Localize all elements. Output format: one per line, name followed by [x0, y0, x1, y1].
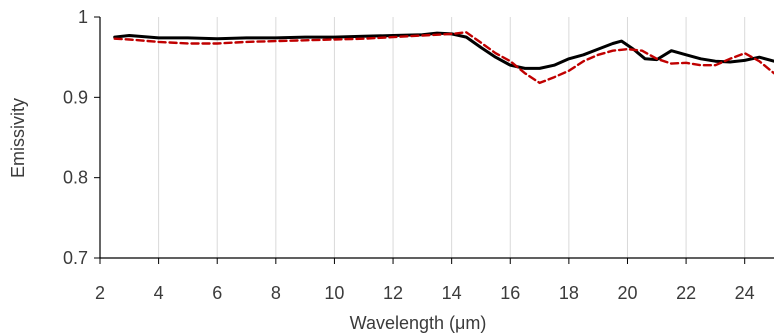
tick-labels: 0.70.80.912 4 6 8 10 12 14 16 18 20 22 24	[63, 7, 755, 303]
x-tick-label-10: 22	[676, 283, 696, 303]
y-tick-label-1: 0.8	[63, 168, 88, 188]
x-tick-label-5: 12	[383, 283, 403, 303]
y-tick-label-0: 0.7	[63, 248, 88, 268]
y-axis-title: Emissivity	[8, 98, 28, 178]
series-line-1	[113, 31, 774, 85]
x-tick-label-7: 16	[500, 283, 520, 303]
series-line-0	[113, 31, 774, 70]
x-axis-title: Wavelength (μm)	[350, 313, 487, 333]
x-tick-label-3: 8	[271, 283, 281, 303]
grid-lines	[158, 17, 746, 258]
x-tick-label-4: 10	[324, 283, 344, 303]
series-lines	[113, 31, 774, 85]
x-tick-label-0: 2	[95, 283, 105, 303]
y-tick-label-3: 1	[78, 7, 88, 27]
x-tick-label-6: 14	[442, 283, 462, 303]
x-tick-label-11: 24	[735, 283, 755, 303]
axes	[94, 16, 774, 264]
x-tick-label-2: 6	[212, 283, 222, 303]
y-tick-label-2: 0.9	[63, 87, 88, 107]
x-tick-label-1: 4	[154, 283, 164, 303]
x-tick-label-8: 18	[559, 283, 579, 303]
x-tick-label-9: 20	[617, 283, 637, 303]
